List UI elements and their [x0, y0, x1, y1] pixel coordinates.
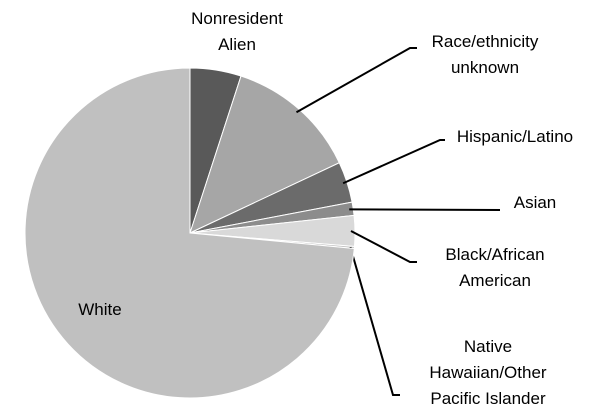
slice-label: Race/ethnicity unknown [431, 32, 539, 77]
pie-slice [189, 75, 340, 234]
slice-label: Hispanic/Latino [456, 127, 574, 146]
leader-line [349, 246, 400, 396]
leader-line [342, 139, 445, 185]
slice-label: Asian [513, 193, 557, 212]
slice-label: Native Hawaiian/Other Pacific Islander [429, 337, 547, 408]
pie-slice [24, 67, 355, 399]
slice-label: White [78, 300, 122, 319]
leader-line [349, 208, 501, 211]
leader-line [295, 47, 417, 114]
slice-label: Nonresident Alien [191, 9, 283, 54]
slice-label: Black/African American [445, 245, 545, 290]
leader-line [350, 230, 417, 263]
